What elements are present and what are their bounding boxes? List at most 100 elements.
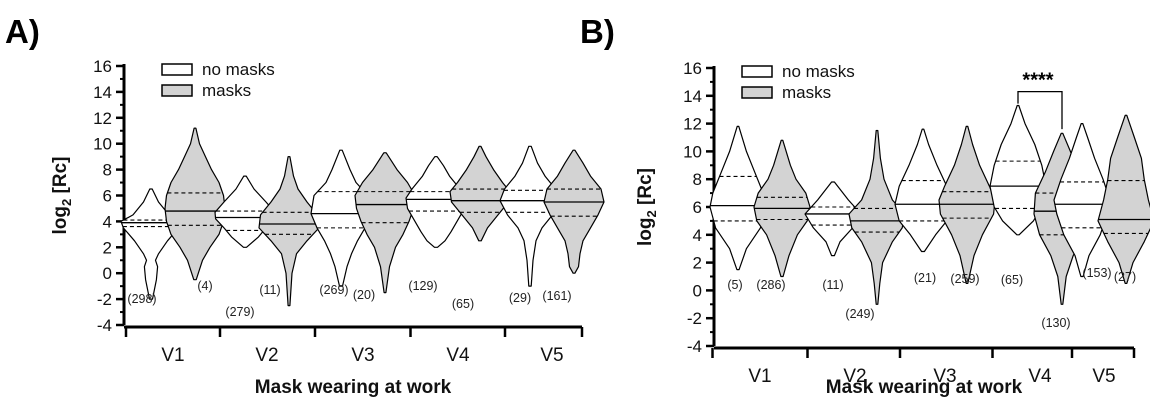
n-label: (29) <box>509 291 531 305</box>
x-category-label: V4 <box>446 345 470 366</box>
y-tick-label: 6 <box>103 187 112 206</box>
violin-masks-v2: (249) <box>845 129 906 321</box>
y-tick-label: 0 <box>103 264 112 283</box>
violin-body <box>449 145 511 242</box>
n-label: (259) <box>950 272 979 286</box>
x-category-label: V5 <box>540 345 563 366</box>
x-category-label: V3 <box>933 366 956 387</box>
y-tick-label: 4 <box>693 226 702 245</box>
violin-masks-v5: (161) <box>542 149 605 303</box>
violin-body <box>405 156 467 248</box>
x-category-label: V1 <box>161 345 184 366</box>
n-label: (161) <box>542 289 571 303</box>
legend-label-no-masks: no masks <box>782 62 855 81</box>
n-label: (153) <box>1082 266 1111 280</box>
y-tick-label: -4 <box>97 316 112 335</box>
violin-body <box>709 125 767 271</box>
n-label: (21) <box>914 271 936 285</box>
y-tick-label: 16 <box>93 57 112 76</box>
legend: no masks masks <box>161 60 275 100</box>
legend-swatch-masks <box>161 84 193 97</box>
y-tick-label: 6 <box>693 198 702 217</box>
y-tick-label: -2 <box>97 290 112 309</box>
violin-masks-v4: (65) <box>449 145 511 311</box>
y-tick-label: 14 <box>683 87 702 106</box>
legend: no masks masks <box>741 62 855 102</box>
n-label: (65) <box>1001 273 1023 287</box>
violin-body <box>310 149 372 287</box>
x-category-label: V1 <box>748 366 771 387</box>
y-tick-label: 12 <box>683 115 702 134</box>
legend-label-no-masks: no masks <box>202 60 275 79</box>
violin-no-masks-v5: (29) <box>499 145 561 305</box>
n-label: (20) <box>353 288 375 302</box>
x-category-label: V4 <box>1028 366 1052 387</box>
violin-masks-v5: (27) <box>1097 114 1150 285</box>
violin-masks-v1: (286) <box>753 139 811 292</box>
y-tick-label: 8 <box>693 170 702 189</box>
n-label: (249) <box>845 307 874 321</box>
y-tick-label: 12 <box>93 109 112 128</box>
y-tick-label: 8 <box>103 161 112 180</box>
violin-masks-v3: (20) <box>353 152 416 302</box>
violin-masks-v1: (4) <box>164 127 226 293</box>
n-label: (279) <box>225 305 254 319</box>
n-label: (4) <box>197 279 212 293</box>
legend-label-masks: masks <box>202 81 251 100</box>
significance-bracket: **** <box>1017 70 1063 130</box>
y-tick-label: 16 <box>683 59 702 78</box>
x-category-label: V2 <box>255 345 278 366</box>
violin-body <box>804 181 862 257</box>
violin-body <box>938 125 996 285</box>
violin-no-masks-v1: (5) <box>709 125 767 292</box>
y-tick-label: 2 <box>693 254 702 273</box>
violin-body <box>164 127 226 281</box>
violin-body <box>1097 114 1150 285</box>
violin-no-masks-v4: (129) <box>405 156 467 293</box>
n-label: (130) <box>1041 316 1070 330</box>
panel-b: B) -4 -2 0 2 4 6 8 10 12 14 16 V1 V2 V3 V4 V5 Mask wearin… <box>580 13 1150 398</box>
violin-body <box>258 156 320 307</box>
legend-label-masks: masks <box>782 83 831 102</box>
y-tick-label: 10 <box>683 142 702 161</box>
violin-no-masks-v5: (153) <box>1053 123 1112 280</box>
legend-swatch-no-masks <box>741 65 773 78</box>
panel-letter: B) <box>580 13 615 50</box>
x-axis-title: Mask wearing at work <box>826 377 1023 398</box>
n-label: (286) <box>756 278 785 292</box>
x-category-label: V3 <box>351 345 374 366</box>
y-tick-label: -2 <box>687 309 702 328</box>
violin-no-masks-v3: (269) <box>310 149 372 297</box>
significance-label: **** <box>1022 70 1053 92</box>
n-label: (129) <box>408 279 437 293</box>
violin-body <box>543 149 605 274</box>
violin-body <box>848 129 906 305</box>
legend-swatch-masks <box>741 86 773 99</box>
y-axis-title: log2 [Rc] <box>635 168 659 246</box>
y-axis-title: log2 [Rc] <box>50 157 74 235</box>
n-label: (269) <box>319 283 348 297</box>
violin-no-masks-v2: (11) <box>804 181 862 292</box>
y-tick-label: 10 <box>93 135 112 154</box>
x-axis-title: Mask wearing at work <box>255 377 452 398</box>
y-tick-label: 0 <box>693 281 702 300</box>
violin-body <box>499 145 561 287</box>
y-tick-label: 4 <box>103 212 112 231</box>
x-category-label: V5 <box>1092 366 1115 387</box>
bracket-line <box>1017 90 1063 130</box>
violin-masks-v2: (11) <box>258 156 320 307</box>
y-tick-label: 14 <box>93 83 112 102</box>
violin-masks-v3: (259) <box>938 125 996 286</box>
n-label: (5) <box>727 278 742 292</box>
n-label: (298) <box>127 292 156 306</box>
n-label: (11) <box>259 283 280 297</box>
y-tick-label: -4 <box>687 337 702 356</box>
legend-swatch-no-masks <box>161 63 193 76</box>
panel-letter: A) <box>5 13 40 50</box>
n-label: (27) <box>1114 270 1136 284</box>
n-label: (65) <box>452 297 474 311</box>
x-category-label: V2 <box>843 366 866 387</box>
n-label: (11) <box>822 278 843 292</box>
panel-a: A) -4 -2 0 2 4 6 8 10 12 14 16 V1 V2 V3 V4 V5 Mask wearin… <box>5 13 605 398</box>
